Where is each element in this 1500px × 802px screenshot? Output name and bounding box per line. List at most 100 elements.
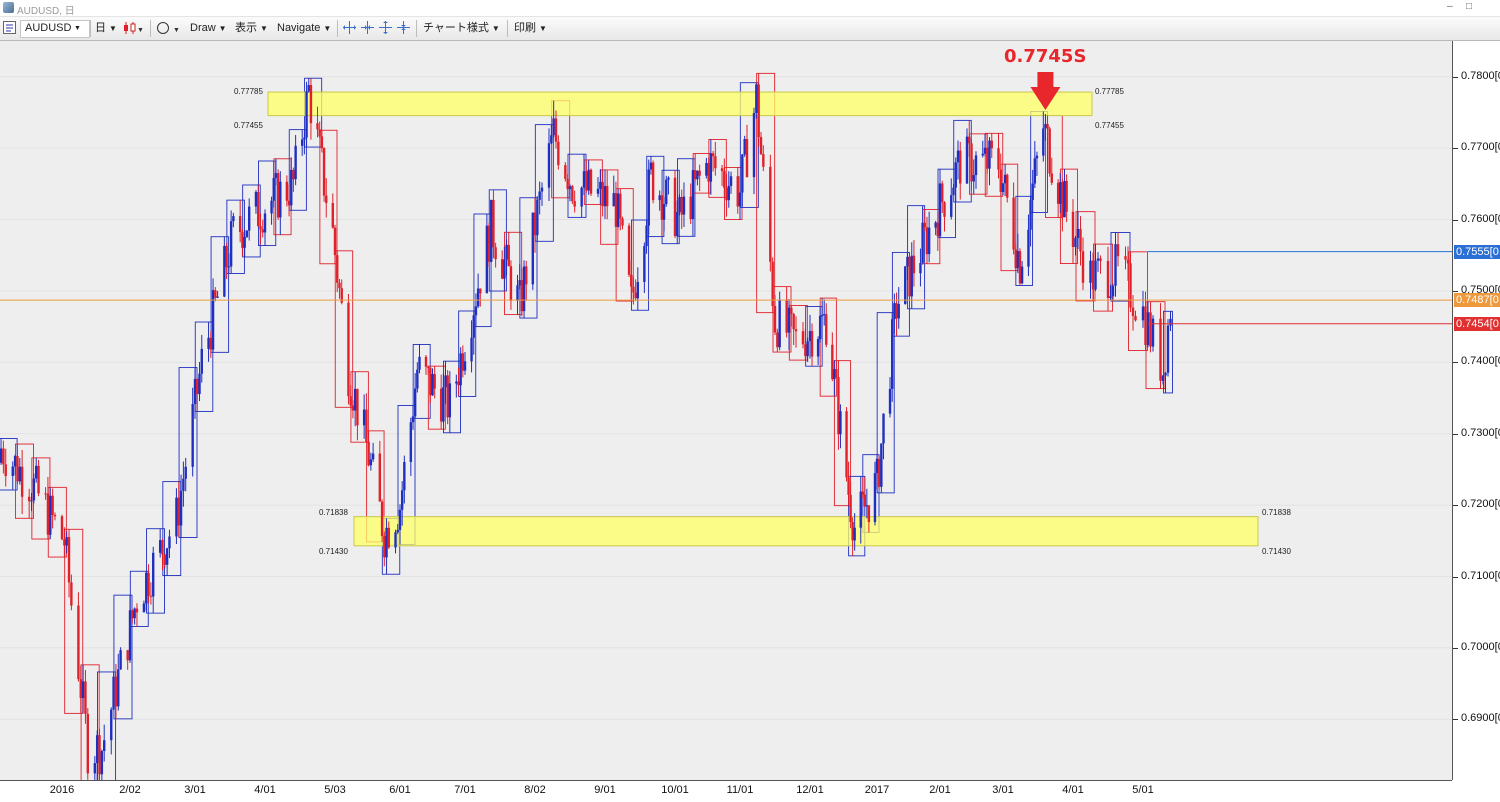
timeframe-selector[interactable]: 日 ▼ — [95, 21, 117, 36]
price-axis[interactable]: 0.7800[0 0.7700[0 0.7600[0 0.7500[0 0.7400[0… — [1452, 41, 1500, 780]
candle-up — [988, 140, 991, 169]
weekly-down-box — [615, 188, 634, 302]
candle-down — [487, 225, 491, 262]
price-tick-mark — [1453, 647, 1458, 649]
candle-up — [875, 458, 879, 474]
candle-up — [11, 466, 14, 477]
candle-down — [461, 353, 465, 371]
candle-up — [853, 527, 856, 541]
candle-up — [823, 314, 826, 316]
candle-down — [689, 196, 692, 220]
candle-down — [1061, 182, 1064, 218]
candle-down — [1065, 180, 1068, 212]
candle-up — [35, 465, 38, 479]
candle-up — [413, 388, 417, 417]
weekly-up-box — [1015, 195, 1034, 286]
candle-up — [891, 319, 894, 389]
candle-up — [1001, 183, 1005, 192]
candle-up — [431, 374, 434, 396]
candle-up — [536, 199, 539, 236]
time-axis[interactable]: 2016 2/02 3/01 4/01 5/03 6/01 7/01 8/02 9/01 10/0… — [0, 780, 1452, 802]
candle-down — [847, 477, 850, 495]
candle-down — [660, 195, 664, 220]
candle-down — [336, 255, 339, 283]
app-icon — [3, 2, 14, 13]
symbol-dropdown-arrow[interactable]: ▼ — [74, 25, 81, 32]
candle-down — [214, 290, 217, 298]
draw-menu[interactable]: Draw ▼ — [190, 21, 227, 36]
zoom-in-horizontal-icon[interactable] — [343, 21, 356, 36]
candle-up — [272, 177, 275, 201]
candle-up — [142, 603, 146, 613]
candle-down — [936, 222, 940, 237]
candle-down — [673, 177, 677, 237]
lower-zone-top-label-left: 0.71838 — [319, 508, 348, 517]
candle-up — [369, 459, 373, 466]
time-tick-label: 10/01 — [661, 784, 689, 796]
candle-up — [956, 150, 960, 163]
zoom-in-vertical-icon[interactable] — [379, 21, 392, 36]
candle-up — [411, 416, 415, 423]
candle-up — [303, 137, 306, 140]
candlestick-type-icon[interactable]: ▼ — [122, 21, 144, 36]
weekly-up-box — [1163, 310, 1173, 394]
candle-up — [0, 448, 3, 463]
candle-up — [403, 461, 406, 491]
price-tick-label: 0.7100[0 — [1461, 569, 1500, 582]
price-tick-mark — [1453, 433, 1458, 435]
zoom-out-horizontal-icon[interactable] — [361, 21, 374, 36]
candle-down — [276, 173, 280, 218]
candle-down — [292, 169, 295, 180]
candle-down — [177, 497, 180, 526]
time-tick-label: 2016 — [49, 784, 75, 796]
candle-up — [667, 177, 670, 180]
candle-down — [723, 171, 726, 188]
chart-style-menu[interactable]: チャート様式 ▼ — [423, 21, 500, 36]
candle-down — [53, 514, 57, 517]
candle-up — [1169, 318, 1172, 326]
candle-down — [867, 505, 871, 523]
candle-up — [647, 169, 650, 226]
symbol-selector[interactable] — [20, 20, 90, 38]
candle-down — [20, 466, 24, 497]
chart-area[interactable]: 0.77785 0.77455 0.77785 0.77455 0.71838 … — [0, 41, 1452, 780]
circle-tool[interactable]: ▼ — [156, 21, 182, 36]
weekly-up-box — [646, 155, 665, 238]
chart-icon[interactable] — [3, 21, 16, 36]
candle-up — [409, 422, 413, 462]
candle-down — [776, 332, 779, 348]
candle-down — [351, 405, 355, 411]
candle-down — [941, 183, 944, 203]
candle-up — [752, 112, 756, 178]
candle-down — [804, 344, 807, 357]
symbol-label[interactable]: AUDUSD — [25, 22, 72, 34]
view-menu[interactable]: 表示 ▼ — [235, 21, 268, 36]
candle-up — [904, 266, 907, 305]
weekly-up-box — [194, 321, 214, 412]
navigate-menu[interactable]: Navigate ▼ — [277, 21, 331, 36]
weekly-up-box — [146, 528, 165, 614]
candle-down — [383, 536, 386, 558]
candle-up — [818, 315, 822, 339]
candle-down — [147, 572, 150, 596]
candle-up — [49, 495, 52, 535]
candle-up — [416, 369, 419, 389]
candle-down — [835, 369, 838, 378]
zoom-out-vertical-icon[interactable] — [397, 21, 410, 36]
candle-down — [439, 388, 443, 422]
candle-down — [259, 226, 262, 230]
candle-up — [755, 84, 758, 113]
candle-up — [729, 176, 733, 186]
print-menu[interactable]: 印刷 ▼ — [514, 21, 547, 36]
candle-up — [865, 505, 869, 507]
candle-down — [707, 163, 710, 182]
candle-down — [509, 266, 513, 301]
minimize-button[interactable]: ‒ — [1447, 1, 1453, 12]
candle-down — [792, 313, 795, 330]
candle-up — [1033, 158, 1037, 184]
maximize-button[interactable]: □ — [1466, 1, 1473, 12]
candle-up — [448, 383, 452, 418]
candle-up — [910, 255, 913, 297]
candle-down — [238, 216, 242, 233]
candle-up — [290, 169, 293, 206]
